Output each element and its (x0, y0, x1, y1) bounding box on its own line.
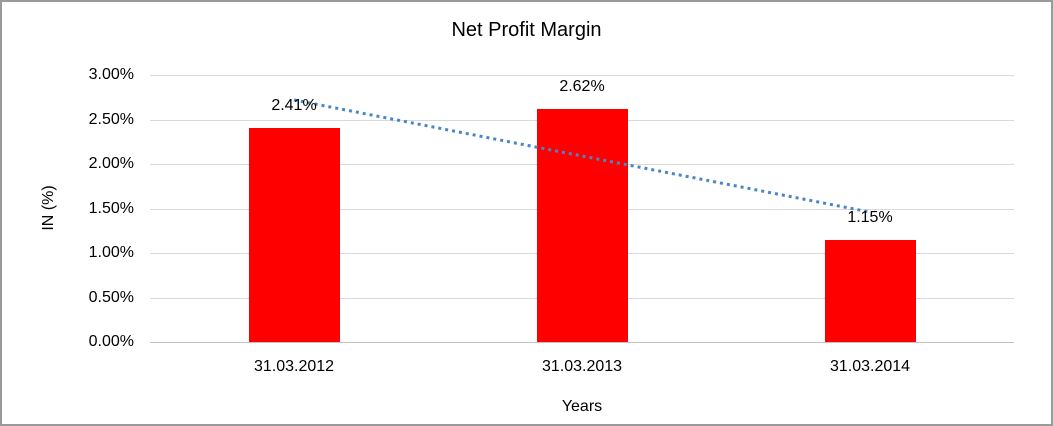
y-tick-label: 1.50% (88, 199, 134, 217)
bar-value-label: 1.15% (847, 208, 893, 226)
bar-value-label: 2.62% (559, 77, 605, 95)
bar (824, 239, 916, 342)
x-tick-label: 31.03.2012 (253, 358, 335, 375)
x-axis-title: Years (561, 398, 603, 415)
gridline (150, 75, 1014, 76)
plot-area (150, 75, 1014, 343)
trendline-segment (293, 98, 871, 214)
bar (248, 127, 340, 342)
chart-title: Net Profit Margin (451, 19, 602, 41)
x-axis-line (150, 342, 1014, 343)
x-tick-label: 31.03.2014 (829, 358, 911, 375)
x-tick-label: 31.03.2013 (541, 358, 623, 375)
y-tick-label: 1.00% (88, 244, 134, 261)
y-tick-label: 3.00% (88, 66, 134, 83)
bar-value-label: 2.41% (271, 96, 317, 114)
y-tick-label: 0.00% (88, 333, 134, 350)
y-tick-label: 2.00% (88, 155, 134, 172)
bar (536, 108, 628, 342)
y-tick-label: 0.50% (88, 288, 134, 306)
y-tick-label: 2.50% (88, 110, 134, 128)
